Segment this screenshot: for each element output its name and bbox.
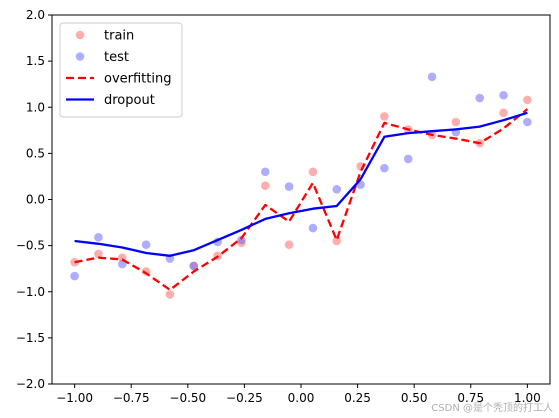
test-point	[237, 235, 246, 245]
train-point	[332, 236, 342, 246]
ticks-layer: −1.00 −0.75 −0.50 −0.25 0.00 0.25 0.50 0.75 1.00…	[16, 8, 541, 405]
train-point	[284, 240, 294, 250]
test-point	[189, 261, 199, 271]
y-tick-label: 2.0	[26, 8, 45, 22]
y-tick-label: −1.5	[16, 331, 45, 345]
y-tick-label: −2.0	[16, 377, 45, 391]
test-point	[499, 90, 508, 100]
test-point	[523, 117, 532, 127]
train-legend-marker	[75, 30, 85, 40]
test-point	[380, 163, 389, 173]
train-point	[260, 181, 270, 190]
x-tick-label: 0.25	[344, 391, 371, 405]
test-legend-label: test	[104, 50, 129, 65]
y-tick-label: 1.0	[26, 100, 45, 114]
train-legend-label: train	[104, 29, 134, 44]
test-point	[260, 167, 270, 177]
x-tick-label: −0.50	[169, 391, 206, 405]
y-tick-label: 0.0	[26, 193, 45, 207]
test-point	[141, 240, 151, 250]
train-point	[499, 108, 508, 118]
x-tick-label: 0.00	[288, 391, 315, 405]
test-point	[284, 182, 294, 191]
train-point	[451, 117, 461, 127]
x-tick-label: −0.75	[113, 391, 150, 405]
lines-layer	[74, 108, 529, 292]
y-tick-label: −0.5	[16, 239, 45, 253]
overfitting-legend-label: overfitting	[104, 72, 171, 87]
test-point	[308, 223, 318, 233]
overfitting-line	[74, 108, 529, 292]
test-point	[403, 154, 413, 164]
train-point	[165, 290, 175, 299]
train-point	[523, 95, 532, 105]
x-tick-label: 0.50	[401, 391, 428, 405]
test-point	[332, 185, 342, 194]
test-legend-marker	[75, 52, 85, 61]
legend: train test overfitting dropout	[59, 22, 183, 118]
test-point	[475, 93, 485, 103]
test-point	[427, 72, 437, 82]
test-point	[70, 271, 79, 281]
x-tick-label: −1.00	[56, 391, 93, 405]
legend-box	[59, 22, 183, 118]
dropout-line	[74, 111, 528, 257]
watermark: CSDN @是个秃顶的打工人	[431, 401, 553, 414]
train-point	[308, 167, 318, 177]
train-point	[380, 112, 389, 121]
test-point	[94, 233, 103, 242]
y-tick-label: 1.5	[26, 54, 45, 68]
dropout-legend-label: dropout	[104, 93, 155, 108]
y-tick-label: 0.5	[26, 146, 45, 160]
x-tick-label: 0.75	[457, 391, 484, 405]
x-tick-label: 1.00	[514, 391, 541, 405]
x-tick-label: −0.25	[226, 391, 263, 405]
y-tick-label: −1.0	[16, 285, 45, 299]
train-point	[94, 249, 103, 259]
